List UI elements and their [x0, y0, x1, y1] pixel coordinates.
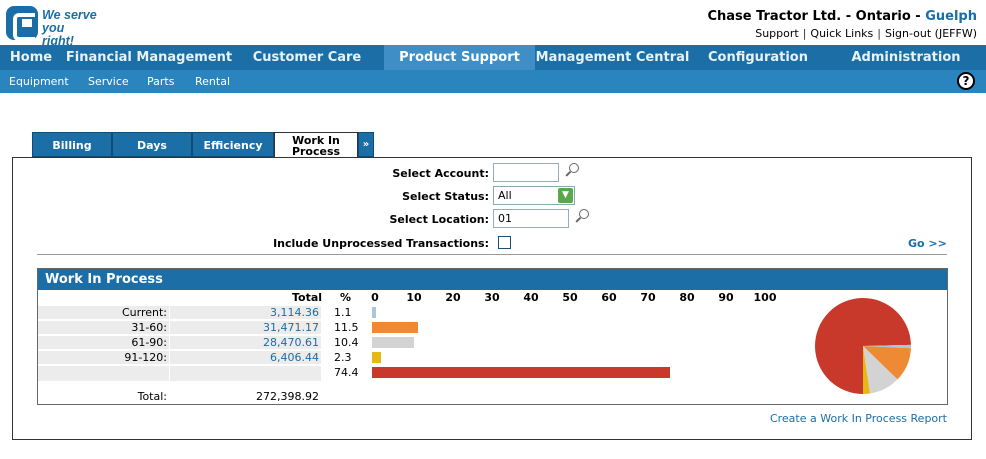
scale-tick: 0 [371, 291, 379, 304]
account-label: Select Account: [392, 167, 489, 180]
row-bar [372, 337, 414, 348]
scale-tick: 20 [445, 291, 461, 304]
company-name: Chase Tractor Ltd. - Ontario - [707, 9, 926, 24]
nav-management-central[interactable]: Management Central [535, 50, 690, 65]
row-bar [372, 367, 670, 378]
tab-billing[interactable]: Billing [32, 132, 112, 157]
location-input[interactable]: 01 [493, 209, 569, 228]
row-label: 61-90: [38, 336, 169, 349]
status-select[interactable]: All ▼ [493, 186, 575, 205]
location-search-icon[interactable] [575, 209, 589, 223]
total-column-header: Total [292, 291, 323, 304]
separator: | [802, 27, 807, 40]
unprocessed-label: Include Unprocessed Transactions: [273, 237, 489, 250]
wip-pie-chart [815, 298, 911, 394]
nav-home[interactable]: Home [9, 50, 53, 65]
account-search-icon[interactable] [565, 163, 579, 177]
row-label: Current: [38, 306, 169, 319]
wip-title: Work In Process [38, 269, 947, 290]
pie-slice [863, 346, 911, 380]
row-total-link[interactable]: 6,406.44 [170, 351, 321, 364]
pct-column-header: % [340, 291, 352, 304]
wip-panel: Select Account: Select Status: All ▼ Sel… [12, 157, 972, 440]
tab-wip-line2: Process [291, 145, 341, 158]
tab-wip-line1: Work In [292, 134, 340, 147]
divider [37, 254, 947, 255]
scale-tick: 30 [484, 291, 500, 304]
row-label: 31-60: [38, 321, 169, 334]
account-input[interactable] [493, 163, 559, 182]
location-link[interactable]: Guelph [925, 9, 977, 24]
row-total-link[interactable]: 28,470.61 [170, 336, 321, 349]
logo-slogan-line2: you right! [42, 21, 74, 48]
status-select-value: All [498, 189, 512, 202]
scale-tick: 100 [753, 291, 777, 304]
subnav-equipment[interactable]: Equipment [9, 75, 69, 88]
pie-slice [863, 344, 911, 349]
scale-tick: 10 [406, 291, 422, 304]
tab-efficiency[interactable]: Efficiency [192, 132, 274, 157]
pie-slice [863, 346, 870, 394]
logo-slogan: We serve you right! [42, 9, 98, 48]
row-bar [372, 352, 382, 363]
logo-mark-icon [6, 6, 38, 41]
scale-tick: 40 [523, 291, 539, 304]
row-label: 91-120: [38, 351, 169, 364]
main-nav: Home Financial Management Customer Care … [0, 45, 986, 70]
scale-tick: 90 [718, 291, 734, 304]
row-percent: 11.5 [334, 321, 359, 334]
location-label: Select Location: [389, 213, 489, 226]
go-button[interactable]: Go >> [908, 237, 947, 250]
row-total-link[interactable]: 3,114.36 [170, 306, 321, 319]
blank-row-total [170, 368, 321, 381]
pie-slice [815, 298, 911, 394]
sub-nav: Equipment Service Parts Rental ? [0, 70, 986, 93]
total-value: 272,398.92 [256, 390, 319, 403]
support-link[interactable]: Support [755, 27, 799, 40]
row-percent: 1.1 [334, 306, 352, 319]
sign-out-link[interactable]: Sign-out (JEFFW) [885, 27, 977, 40]
create-wip-report-link[interactable]: Create a Work In Process Report [769, 412, 947, 425]
top-links: Support | Quick Links | Sign-out (JEFFW) [755, 27, 977, 40]
tabs-more-button[interactable]: » [358, 132, 374, 157]
nav-customer-care[interactable]: Customer Care [252, 50, 362, 65]
nav-configuration[interactable]: Configuration [708, 50, 808, 65]
row-bar [372, 307, 377, 318]
blank-row-label [38, 368, 169, 381]
row-total-link[interactable]: 31,471.17 [170, 321, 321, 334]
pie-slice [863, 346, 898, 394]
help-icon[interactable]: ? [957, 72, 975, 90]
nav-financial-management[interactable]: Financial Management [65, 50, 233, 65]
scale-tick: 80 [679, 291, 695, 304]
logo-slogan-line1: We serve [42, 8, 97, 22]
nav-product-support[interactable]: Product Support [384, 45, 535, 70]
tab-work-in-process[interactable]: Work In Process [274, 132, 358, 158]
scale-tick: 70 [640, 291, 656, 304]
subnav-rental[interactable]: Rental [195, 75, 230, 88]
subnav-service[interactable]: Service [88, 75, 129, 88]
company-logo: We serve you right! [6, 6, 98, 48]
tab-days[interactable]: Days [112, 132, 192, 157]
scale-tick: 50 [562, 291, 578, 304]
scale-tick: 60 [601, 291, 617, 304]
row-bar [372, 322, 418, 333]
subnav-parts[interactable]: Parts [147, 75, 175, 88]
chevron-down-icon: ▼ [558, 188, 573, 203]
company-title: Chase Tractor Ltd. - Ontario - Guelph [707, 9, 977, 24]
wip-box: Work In Process Total % 0 10 20 30 40 50 60 70 8… [37, 268, 948, 405]
nav-administration[interactable]: Administration [851, 50, 961, 65]
total-label: Total: [137, 390, 167, 403]
unprocessed-checkbox[interactable] [498, 236, 511, 249]
row-percent: 74.4 [334, 366, 359, 379]
quick-links-link[interactable]: Quick Links [810, 27, 874, 40]
row-percent: 10.4 [334, 336, 359, 349]
row-percent: 2.3 [334, 351, 352, 364]
status-label: Select Status: [402, 190, 489, 203]
separator: | [877, 27, 881, 40]
